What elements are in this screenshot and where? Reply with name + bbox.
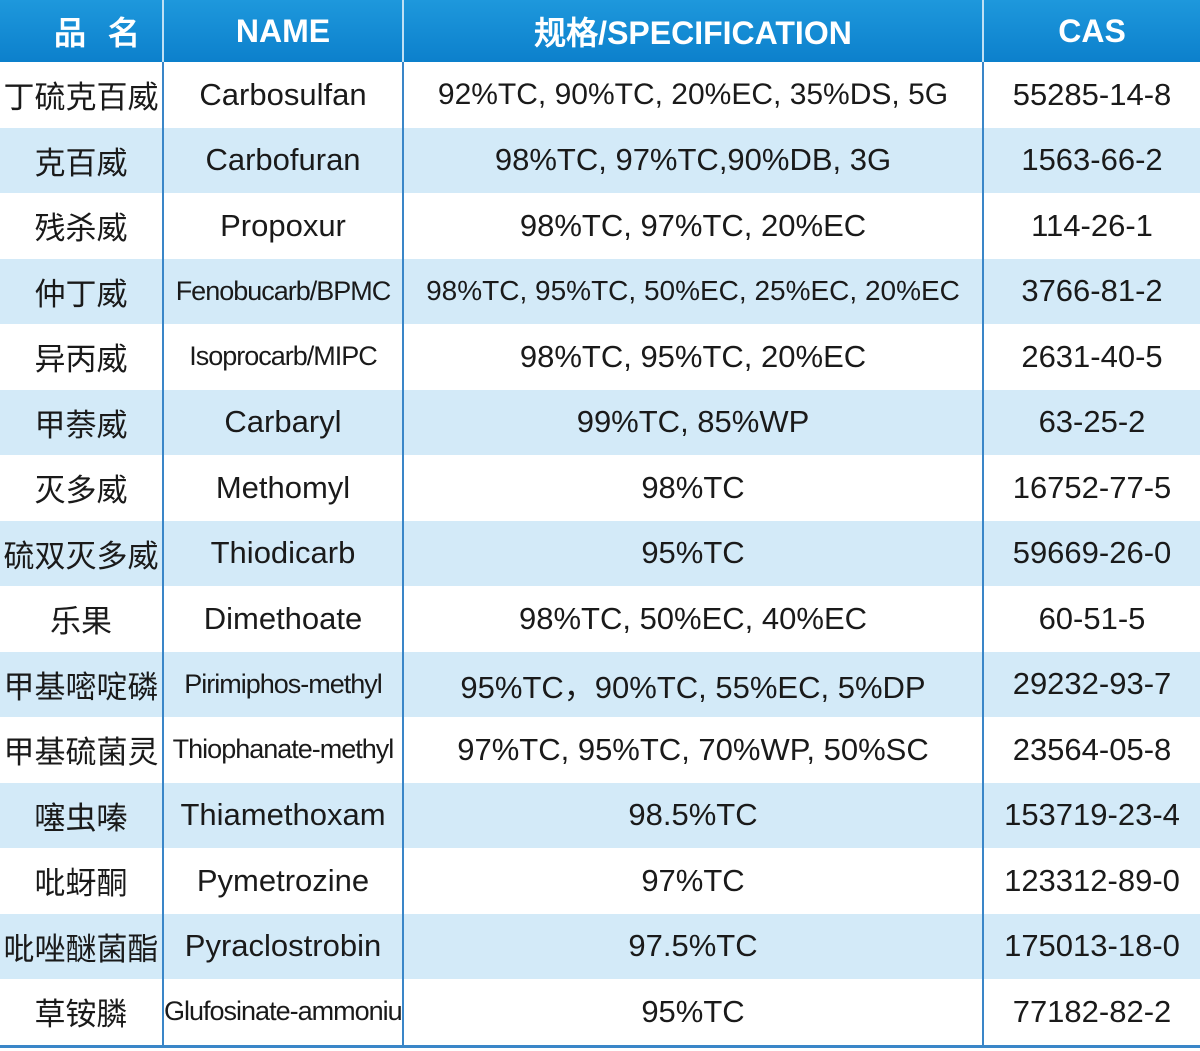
- cell-cas: 114-26-1: [982, 193, 1200, 259]
- cell-cn-name: 甲萘威: [0, 389, 163, 455]
- cell-cas: 175013-18-0: [982, 913, 1200, 979]
- cell-cn-name: 异丙威: [0, 324, 163, 390]
- cell-spec: 92%TC, 90%TC, 20%EC, 35%DS, 5G: [402, 62, 983, 128]
- cell-cn-name: 草铵膦: [0, 979, 163, 1045]
- cell-cas: 63-25-2: [982, 389, 1200, 455]
- cell-cn-name: 吡蚜酮: [0, 848, 163, 914]
- cell-spec: 98%TC, 95%TC, 50%EC, 25%EC, 20%EC: [402, 258, 983, 324]
- cell-cas: 55285-14-8: [982, 62, 1200, 128]
- cell-spec: 95%TC: [402, 979, 983, 1045]
- cell-name: Glufosinate-ammonium: [162, 979, 403, 1045]
- table-row: 吡蚜酮 Pymetrozine 97%TC 123312-89-0: [0, 848, 1200, 914]
- table-row: 丁硫克百威 Carbosulfan 92%TC, 90%TC, 20%EC, 35%…: [0, 62, 1200, 128]
- cell-cas: 123312-89-0: [982, 848, 1200, 914]
- cell-name: Thiodicarb: [162, 520, 403, 586]
- cell-name: Dimethoate: [162, 586, 403, 652]
- cell-name: Pymetrozine: [162, 848, 403, 914]
- cell-spec: 98%TC, 97%TC,90%DB, 3G: [402, 127, 983, 193]
- header-row: 品名 NAME 规格/SPECIFICATION CAS: [0, 0, 1200, 62]
- table-row: 甲基硫菌灵 Thiophanate-methyl 97%TC, 95%TC, 70%…: [0, 717, 1200, 783]
- cell-cas: 16752-77-5: [982, 455, 1200, 521]
- cell-cas: 2631-40-5: [982, 324, 1200, 390]
- cell-spec: 95%TC: [402, 520, 983, 586]
- cell-cn-name: 吡唑醚菌酯: [0, 913, 163, 979]
- cell-name: Propoxur: [162, 193, 403, 259]
- table-row: 甲基嘧啶磷 Pirimiphos-methyl 95%TC，90%TC, 55%EC…: [0, 651, 1200, 717]
- table-row: 异丙威 Isoprocarb/MIPC 98%TC, 95%TC, 20%EC 263…: [0, 324, 1200, 390]
- table-row: 克百威 Carbofuran 98%TC, 97%TC,90%DB, 3G 1563-…: [0, 127, 1200, 193]
- header-spec: 规格/SPECIFICATION: [402, 0, 983, 62]
- cell-name: Pyraclostrobin: [162, 913, 403, 979]
- cell-cn-name: 噻虫嗪: [0, 782, 163, 848]
- cell-cn-name: 甲基硫菌灵: [0, 717, 163, 783]
- cell-spec: 97.5%TC: [402, 913, 983, 979]
- cell-cas: 77182-82-2: [982, 979, 1200, 1045]
- cell-cas: 29232-93-7: [982, 651, 1200, 717]
- cell-cas: 23564-05-8: [982, 717, 1200, 783]
- cell-spec: 98%TC, 97%TC, 20%EC: [402, 193, 983, 259]
- cell-cas: 3766-81-2: [982, 258, 1200, 324]
- table-row: 残杀威 Propoxur 98%TC, 97%TC, 20%EC 114-26-1: [0, 193, 1200, 259]
- cell-name: Carbofuran: [162, 127, 403, 193]
- table-row: 草铵膦 Glufosinate-ammonium 95%TC 77182-82-2: [0, 979, 1200, 1045]
- cell-spec: 97%TC: [402, 848, 983, 914]
- cell-cas: 1563-66-2: [982, 127, 1200, 193]
- cell-cn-name: 残杀威: [0, 193, 163, 259]
- cell-cn-name: 仲丁威: [0, 258, 163, 324]
- cell-name: Pirimiphos-methyl: [162, 651, 403, 717]
- table-row: 吡唑醚菌酯 Pyraclostrobin 97.5%TC 175013-18-0: [0, 913, 1200, 979]
- cell-cas: 59669-26-0: [982, 520, 1200, 586]
- cell-name: Carbosulfan: [162, 62, 403, 128]
- table-row: 仲丁威 Fenobucarb/BPMC 98%TC, 95%TC, 50%EC, 2…: [0, 258, 1200, 324]
- cell-cn-name: 硫双灭多威: [0, 520, 163, 586]
- table-row: 灭多威 Methomyl 98%TC 16752-77-5: [0, 455, 1200, 521]
- table-row: 甲萘威 Carbaryl 99%TC, 85%WP 63-25-2: [0, 389, 1200, 455]
- cell-spec: 98%TC, 50%EC, 40%EC: [402, 586, 983, 652]
- cell-cn-name: 丁硫克百威: [0, 62, 163, 128]
- header-cas: CAS: [982, 0, 1200, 62]
- cell-cn-name: 乐果: [0, 586, 163, 652]
- header-name: NAME: [162, 0, 403, 62]
- cell-name: Thiophanate-methyl: [162, 717, 403, 783]
- cell-spec: 98%TC, 95%TC, 20%EC: [402, 324, 983, 390]
- cell-spec: 98.5%TC: [402, 782, 983, 848]
- cell-name: Methomyl: [162, 455, 403, 521]
- cell-name: Isoprocarb/MIPC: [162, 324, 403, 390]
- cell-spec: 98%TC: [402, 455, 983, 521]
- cell-cas: 60-51-5: [982, 586, 1200, 652]
- cell-name: Carbaryl: [162, 389, 403, 455]
- cell-spec: 99%TC, 85%WP: [402, 389, 983, 455]
- cell-cn-name: 灭多威: [0, 455, 163, 521]
- cell-name: Fenobucarb/BPMC: [162, 258, 403, 324]
- table-row: 硫双灭多威 Thiodicarb 95%TC 59669-26-0: [0, 520, 1200, 586]
- cell-spec: 95%TC，90%TC, 55%EC, 5%DP: [402, 651, 983, 717]
- cell-spec: 97%TC, 95%TC, 70%WP, 50%SC: [402, 717, 983, 783]
- header-cn-name: 品名: [0, 0, 163, 62]
- cell-cn-name: 克百威: [0, 127, 163, 193]
- cell-cn-name: 甲基嘧啶磷: [0, 651, 163, 717]
- cell-name: Thiamethoxam: [162, 782, 403, 848]
- bottom-border: [0, 1044, 1200, 1048]
- cell-cas: 153719-23-4: [982, 782, 1200, 848]
- table-row: 噻虫嗪 Thiamethoxam 98.5%TC 153719-23-4: [0, 782, 1200, 848]
- table-row: 乐果 Dimethoate 98%TC, 50%EC, 40%EC 60-51-5: [0, 586, 1200, 652]
